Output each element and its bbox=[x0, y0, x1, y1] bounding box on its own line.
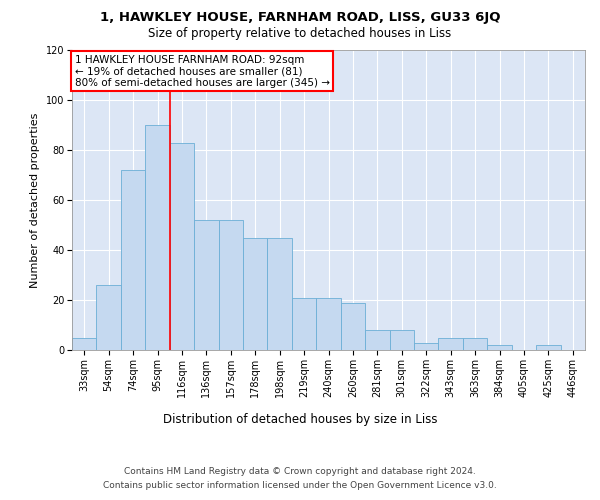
Text: 1 HAWKLEY HOUSE FARNHAM ROAD: 92sqm
← 19% of detached houses are smaller (81)
80: 1 HAWKLEY HOUSE FARNHAM ROAD: 92sqm ← 19… bbox=[74, 54, 329, 88]
Bar bbox=[414, 342, 439, 350]
Bar bbox=[389, 330, 414, 350]
Bar bbox=[439, 338, 463, 350]
Bar bbox=[292, 298, 316, 350]
Text: 1, HAWKLEY HOUSE, FARNHAM ROAD, LISS, GU33 6JQ: 1, HAWKLEY HOUSE, FARNHAM ROAD, LISS, GU… bbox=[100, 11, 500, 24]
Bar bbox=[487, 345, 512, 350]
Bar bbox=[145, 125, 170, 350]
Text: Contains HM Land Registry data © Crown copyright and database right 2024.: Contains HM Land Registry data © Crown c… bbox=[124, 468, 476, 476]
Bar bbox=[97, 285, 121, 350]
Text: Contains public sector information licensed under the Open Government Licence v3: Contains public sector information licen… bbox=[103, 481, 497, 490]
Bar bbox=[170, 142, 194, 350]
Bar bbox=[121, 170, 145, 350]
Bar bbox=[194, 220, 218, 350]
Text: Distribution of detached houses by size in Liss: Distribution of detached houses by size … bbox=[163, 412, 437, 426]
Bar bbox=[536, 345, 560, 350]
Bar bbox=[268, 238, 292, 350]
Bar bbox=[463, 338, 487, 350]
Y-axis label: Number of detached properties: Number of detached properties bbox=[31, 112, 40, 288]
Bar bbox=[365, 330, 389, 350]
Bar bbox=[243, 238, 268, 350]
Bar bbox=[218, 220, 243, 350]
Bar bbox=[316, 298, 341, 350]
Text: Size of property relative to detached houses in Liss: Size of property relative to detached ho… bbox=[148, 28, 452, 40]
Bar bbox=[72, 338, 97, 350]
Bar bbox=[341, 302, 365, 350]
